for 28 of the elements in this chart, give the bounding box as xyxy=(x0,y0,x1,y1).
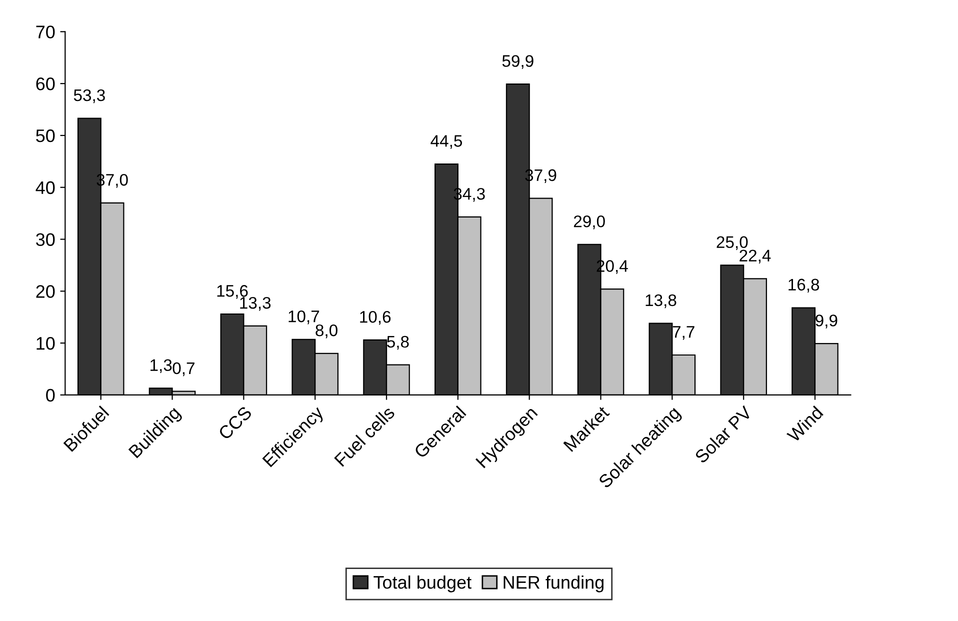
y-tick-label: 0 xyxy=(46,388,55,402)
data-label: 9,9 xyxy=(816,314,838,328)
legend-label: NER funding xyxy=(504,576,604,592)
y-tick-label: 60 xyxy=(36,78,55,90)
data-label: 16,8 xyxy=(788,278,820,293)
data-label: 13,8 xyxy=(646,294,676,308)
data-label: 5,8 xyxy=(387,336,409,350)
legend-label: Total budget xyxy=(374,576,472,592)
y-tick-label: 30 xyxy=(36,233,55,246)
data-label: 15,6 xyxy=(217,285,248,299)
data-label: 0,7 xyxy=(172,362,194,376)
data-label: 22,4 xyxy=(740,250,771,264)
data-label: 1,3 xyxy=(150,359,172,373)
data-label: 10,7 xyxy=(288,310,320,324)
data-label: 25,0 xyxy=(716,236,748,250)
data-label: 7,7 xyxy=(672,326,694,340)
y-tick-label: 20 xyxy=(36,285,55,298)
data-label: 59,9 xyxy=(502,55,534,69)
y-tick-label: 50 xyxy=(36,129,55,142)
data-label: 13,3 xyxy=(240,296,271,311)
data-label: 8,0 xyxy=(316,324,338,338)
y-tick-label: 10 xyxy=(36,336,55,350)
y-tick-label: 40 xyxy=(36,181,55,194)
data-label: 44,5 xyxy=(430,135,462,149)
y-tick-label: 70 xyxy=(36,26,55,38)
data-label: 10,6 xyxy=(360,310,391,325)
data-label: 53,3 xyxy=(74,89,105,104)
data-label: 29,0 xyxy=(574,215,605,230)
